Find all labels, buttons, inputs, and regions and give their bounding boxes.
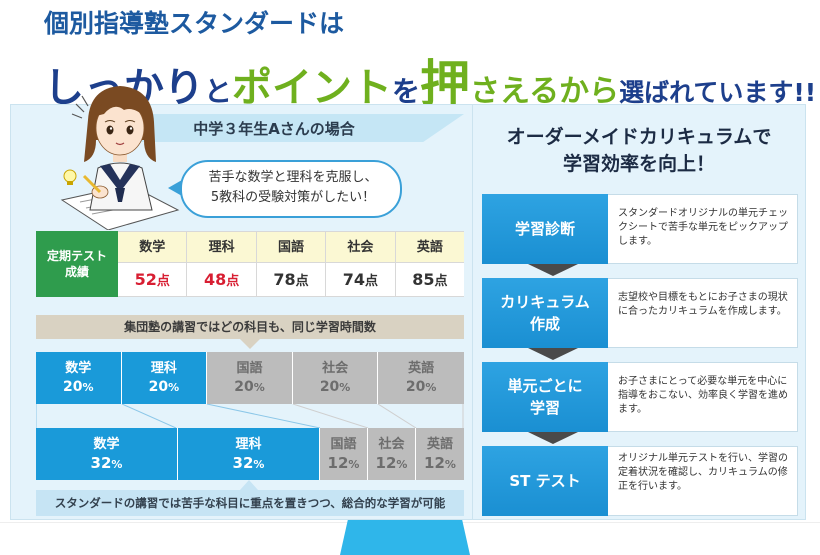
standard-cell-japanese: 国語 12% bbox=[320, 428, 368, 480]
headline-part-g: 選ばれています!! bbox=[619, 78, 817, 107]
score-value: 74点 bbox=[342, 270, 379, 289]
standard-cell-science: 理科 32% bbox=[178, 428, 320, 480]
test-score-label-line2: 成績 bbox=[64, 265, 89, 279]
group-cell-science: 理科 20% bbox=[121, 352, 208, 404]
score-value: 48点 bbox=[203, 270, 240, 289]
headline-line1: 個別指導塾スタンダードは bbox=[44, 9, 345, 38]
bubble-line1: 苦手な数学と理科を克服し、 bbox=[208, 170, 378, 185]
score-col-math: 数学 52点 bbox=[118, 232, 187, 296]
step-head-unit-study: 単元ごとに 学習 bbox=[482, 362, 608, 432]
standard-cell-math: 数学 32% bbox=[36, 428, 178, 480]
standard-lesson-label: スタンダードの講習では苦手な科目に重点を置きつつ、総合的な学習が可能 bbox=[36, 490, 464, 516]
case-label: 中学３年生Aさんの場合 bbox=[193, 120, 355, 138]
case-label-bar bbox=[124, 114, 464, 142]
step-head-curriculum: カリキュラム 作成 bbox=[482, 278, 608, 348]
standard-cell-english: 英語 12% bbox=[416, 428, 464, 480]
group-cell-english: 英語 20% bbox=[378, 352, 464, 404]
headline-line2: しっかりとポイントを押さえるから選ばれています!! bbox=[44, 44, 816, 116]
score-col-social: 社会 74点 bbox=[325, 232, 395, 296]
score-subject: 理科 bbox=[187, 232, 256, 263]
step-desc-curriculum: 志望校や目標をもとにお子さまの現状に合ったカリキュラムを作成します。 bbox=[618, 292, 788, 317]
group-lesson-label: 集団塾の講習ではどの科目も、同じ学習時間数 bbox=[36, 315, 464, 339]
group-cell-social: 社会 20% bbox=[292, 352, 379, 404]
score-value: 78点 bbox=[273, 270, 309, 289]
bottom-tab-decoration bbox=[340, 520, 470, 555]
score-subject: 国語 bbox=[256, 232, 326, 263]
step-desc-unit-study: お子さまにとって必要な単元を中心に指導をおこない、効率良く学習を進めます。 bbox=[618, 376, 788, 415]
score-col-japanese: 国語 78点 bbox=[255, 232, 326, 296]
headline-part-c: ポイント bbox=[232, 65, 393, 111]
test-score-label: 定期テスト 成績 bbox=[36, 231, 118, 297]
speech-bubble bbox=[180, 160, 402, 218]
curriculum-title-line2: 学習効率を向上！ bbox=[562, 153, 715, 175]
step-desc-st-test: オリジナル単元テストを行い、学習の定着状況を確認し、カリキュラムの修正を行います… bbox=[618, 453, 788, 492]
headline-part-b: と bbox=[204, 75, 233, 108]
student-girl-icon bbox=[60, 86, 180, 230]
group-cell-japanese: 国語 20% bbox=[207, 352, 293, 404]
score-col-english: 英語 85点 bbox=[394, 232, 465, 296]
score-col-science: 理科 48点 bbox=[186, 232, 256, 296]
group-cell-math: 数学 20% bbox=[36, 352, 122, 404]
step-arrow-icon bbox=[528, 432, 578, 444]
headline-part-e: 押 bbox=[420, 55, 471, 113]
allocation-connector-lines bbox=[36, 404, 464, 428]
test-score-label-line1: 定期テスト bbox=[46, 249, 107, 263]
score-table: 数学 52点 理科 48点 国語 78点 社会 74点 英語 85点 bbox=[118, 231, 465, 297]
step-head-st-test: ST テスト bbox=[482, 446, 608, 516]
step-arrow-icon bbox=[528, 348, 578, 360]
score-value: 52点 bbox=[134, 270, 170, 289]
score-subject: 数学 bbox=[118, 232, 187, 263]
curriculum-title: オーダーメイドカリキュラムで 学習効率を向上！ bbox=[472, 124, 806, 178]
headline-part-f: さえるから bbox=[470, 74, 620, 109]
group-allocation-row: 数学 20% 理科 20% 国語 20% 社会 20% 英語 20% bbox=[36, 352, 464, 404]
bubble-line2: 5教科の受験対策がしたい！ bbox=[210, 190, 376, 205]
headline-part-d: を bbox=[392, 75, 421, 108]
down-arrow-icon bbox=[240, 339, 260, 349]
step-arrow-icon bbox=[528, 264, 578, 276]
step-desc-diagnosis: スタンダードオリジナルの単元チェックシートで苦手な単元をピックアップします。 bbox=[618, 208, 788, 247]
step-head-diagnosis: 学習診断 bbox=[482, 194, 608, 264]
standard-cell-social: 社会 12% bbox=[368, 428, 416, 480]
score-subject: 英語 bbox=[395, 232, 465, 263]
up-arrow-icon bbox=[240, 480, 258, 490]
score-subject: 社会 bbox=[326, 232, 395, 263]
standard-allocation-row: 数学 32% 理科 32% 国語 12% 社会 12% 英語 12% bbox=[36, 428, 464, 480]
curriculum-title-line1: オーダーメイドカリキュラムで bbox=[506, 126, 772, 148]
score-value: 85点 bbox=[412, 270, 448, 289]
speech-bubble-text: 苦手な数学と理科を克服し、 5教科の受験対策がしたい！ bbox=[188, 168, 398, 208]
bubble-tail bbox=[168, 180, 182, 196]
